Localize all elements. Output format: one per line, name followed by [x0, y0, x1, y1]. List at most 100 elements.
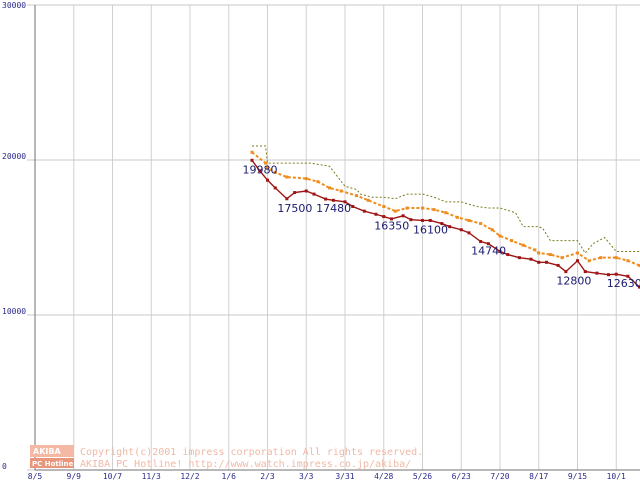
series-point-min [556, 263, 560, 267]
series-point-min [638, 285, 640, 289]
series-point-avg [614, 256, 618, 260]
series-point-min [529, 257, 533, 261]
x-tick-label: 10/1 [607, 472, 626, 480]
series-point-min [440, 222, 444, 226]
series-point-min [583, 270, 587, 274]
data-label: 16100 [413, 223, 448, 236]
logo-text-bottom: PC Hotline! [32, 460, 76, 468]
x-tick-label: 2/3 [260, 472, 275, 480]
y-tick-label: 0 [2, 462, 7, 471]
x-tick-label: 10/7 [103, 472, 122, 480]
series-point-avg [498, 234, 502, 238]
series-point-min [576, 259, 579, 263]
x-tick-label: 12/2 [180, 472, 199, 480]
series-line-max [252, 145, 640, 254]
series-point-min [293, 191, 297, 195]
x-tick-label: 3/3 [299, 472, 314, 480]
series-point-min [545, 260, 548, 264]
series-point-avg [421, 206, 424, 210]
series-point-avg [266, 166, 269, 170]
series-point-min [331, 198, 335, 202]
series-point-min [312, 192, 316, 196]
series-point-avg [316, 180, 320, 184]
x-tick-label: 7/20 [490, 472, 509, 480]
x-tick-label: 1/6 [222, 472, 237, 480]
series-point-min [304, 189, 308, 193]
series-point-avg [264, 161, 268, 165]
series-point-avg [521, 243, 525, 247]
watermark-copyright: Copyright(c)2001 impress corporation All… [80, 447, 423, 458]
series-point-min [390, 217, 393, 221]
series-point-avg [587, 259, 591, 263]
series-point-avg [467, 218, 471, 222]
series-point-avg [366, 198, 370, 202]
series-point-min [517, 256, 521, 260]
series-point-min [486, 242, 490, 246]
series-point-min [498, 249, 502, 253]
data-labels: 19980 17500 17480 16350 16100 14740 12800 12630… [243, 163, 640, 290]
data-label: 17480 [316, 202, 351, 215]
series-point-avg [576, 251, 579, 255]
series-point-avg [626, 259, 630, 263]
series-point-avg [285, 175, 289, 179]
x-tick-label: 9/15 [568, 472, 587, 480]
data-label: 12800 [556, 275, 591, 288]
series-point-avg [273, 170, 277, 174]
series-point-min [467, 231, 471, 235]
logo-text-top: AKIBA [33, 447, 61, 456]
series-point-min [285, 197, 289, 201]
series-point-avg [490, 228, 494, 232]
series-point-min [448, 225, 452, 229]
series-point-avg [537, 251, 541, 255]
data-label: 12630 [607, 277, 640, 290]
series-point-avg [382, 205, 386, 208]
series-point-min [324, 197, 328, 201]
akiba-logo: AKIBA PC Hotline! [30, 445, 76, 468]
series-group [250, 145, 640, 289]
series-point-min [428, 218, 432, 222]
x-tick-label: 11/3 [142, 472, 161, 480]
y-tick-label: 10000 [2, 307, 26, 316]
series-point-avg [455, 215, 459, 219]
series-point-min [250, 158, 254, 162]
series-point-min [537, 260, 541, 264]
series-point-min [459, 228, 463, 232]
series-point-min [409, 218, 413, 222]
series-point-min [362, 209, 366, 213]
series-point-avg [638, 263, 640, 267]
series-point-avg [444, 211, 448, 215]
series-point-avg [393, 209, 397, 213]
series-line-avg [251, 151, 640, 267]
series-point-min [401, 214, 405, 218]
series-point-min [607, 273, 610, 277]
data-label: 16350 [374, 220, 409, 233]
series-point-min [614, 272, 618, 276]
x-tick-label: 3/31 [335, 472, 354, 480]
series-point-avg [304, 177, 308, 181]
series-point-avg [339, 189, 343, 193]
watermark: AKIBA PC Hotline! Copyright(c)2001 impre… [30, 445, 423, 470]
series-point-avg [405, 206, 409, 210]
data-label: 19980 [243, 163, 278, 176]
series-point-avg [250, 150, 254, 154]
x-tick-label: 5/26 [413, 472, 432, 480]
x-tick-label: 4/28 [374, 472, 393, 480]
series-point-min [374, 212, 378, 216]
series-point-min [564, 270, 568, 274]
series-point-avg [432, 208, 436, 212]
series-point-min [506, 253, 510, 257]
data-label: 17500 [277, 202, 312, 215]
series-point-min [595, 271, 599, 275]
series-point-min [266, 178, 269, 182]
series-point-avg [510, 239, 514, 243]
series-point-min [382, 215, 386, 219]
series-point-min [351, 205, 355, 208]
series-point-min [421, 218, 424, 222]
series-point-min [273, 186, 277, 190]
y-tick-label: 30000 [2, 1, 26, 10]
series-point-avg [548, 253, 552, 257]
series-point-min [626, 274, 630, 278]
x-tick-label: 6/23 [452, 472, 471, 480]
series-point-avg [328, 186, 331, 190]
